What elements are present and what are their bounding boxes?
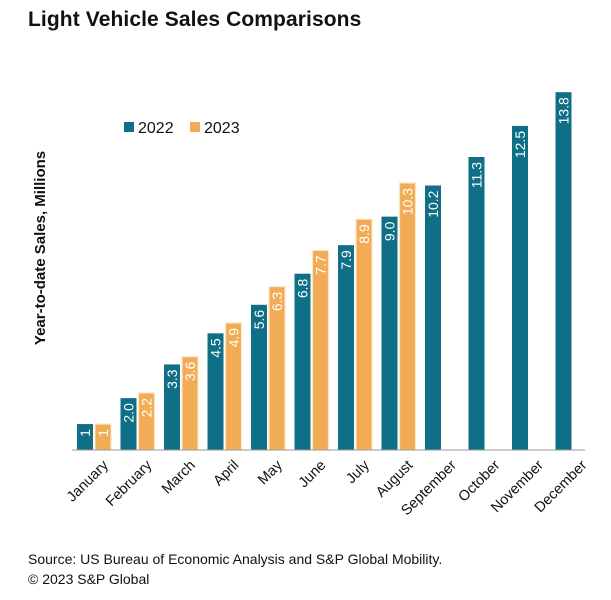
bar-2023-june: [311, 249, 330, 451]
data-labels-layer: 1 1 2.0 2.2 3.3 3.6 4.54.9 5.66.3 6.87.7 7.98.9 9.…: [77, 97, 572, 437]
bar-2022-april: [207, 333, 224, 450]
x-tick-february: February: [103, 457, 156, 510]
bar-2022-february: [120, 398, 137, 450]
data-label-2023-august: 10.3: [400, 188, 416, 215]
data-label-2022-july: 7.9: [338, 250, 354, 270]
bar-2023-august: [398, 182, 417, 451]
data-label-2022-december: 13.8: [556, 97, 572, 124]
legend-swatch-2023: [190, 122, 200, 132]
data-label-2022-january: 1: [77, 429, 93, 437]
data-label-2023-march: 3.6: [182, 361, 198, 381]
x-tick-may: May: [255, 457, 286, 488]
legend-label-2023: 2023: [204, 120, 240, 137]
bar-2022-may: [251, 304, 267, 450]
data-label-2022-february: 2.0: [121, 403, 137, 423]
data-label-2023-february: 2.2: [139, 398, 155, 418]
bar-2022-march: [164, 364, 180, 450]
bar-2022-june: [294, 273, 311, 450]
bar-2022-november: [512, 125, 528, 451]
legend-swatch-2022: [124, 122, 134, 132]
bar-2022-october: [468, 157, 485, 450]
bar-chart: 1 1 2.0 2.2 3.3 3.6 4.54.9 5.66.3 6.87.7 7.98.9 9.…: [32, 92, 590, 519]
x-tick-april: April: [210, 458, 242, 490]
bar-2022-july: [338, 245, 354, 450]
data-label-2022-october: 11.3: [469, 162, 485, 188]
x-tick-june: June: [296, 458, 330, 492]
source-note: Source: US Bureau of Economic Analysis a…: [28, 549, 442, 589]
source-text: Source: US Bureau of Economic Analysis a…: [28, 551, 443, 567]
data-label-2023-april: 4.9: [226, 328, 242, 348]
data-label-2022-september: 10.2: [425, 190, 441, 217]
data-label-2022-november: 12.5: [512, 131, 528, 158]
data-label-2023-january: 1: [95, 429, 111, 437]
data-label-2023-july: 8.9: [356, 224, 372, 244]
legend-label-2022: 2022: [138, 120, 174, 137]
data-label-2022-march: 3.3: [164, 369, 180, 389]
bar-2022-january: [77, 424, 93, 450]
data-label-2022-august: 9.0: [382, 221, 398, 241]
copyright-text: © 2023 S&P Global: [28, 571, 150, 587]
data-label-2023-june: 7.7: [313, 255, 329, 275]
y-axis-label: Year-to-date Sales, Millions: [32, 151, 49, 345]
data-label-2022-june: 6.8: [295, 278, 311, 298]
bars-layer: [77, 92, 572, 451]
bar-2022-december: [555, 92, 572, 450]
bar-2022-august: [381, 216, 398, 450]
x-tick-july: July: [343, 457, 373, 487]
legend: 2022 2023: [124, 120, 240, 137]
bar-2022-september: [425, 185, 441, 450]
x-tick-august: August: [373, 458, 416, 501]
bar-2023-july: [355, 218, 373, 451]
data-label-2023-may: 6.3: [269, 291, 285, 311]
chart-title: Light Vehicle Sales Comparisons: [28, 8, 362, 31]
data-label-2022-may: 5.6: [251, 310, 267, 330]
data-label-2022-april: 4.5: [208, 338, 224, 358]
x-tick-march: March: [159, 458, 199, 498]
